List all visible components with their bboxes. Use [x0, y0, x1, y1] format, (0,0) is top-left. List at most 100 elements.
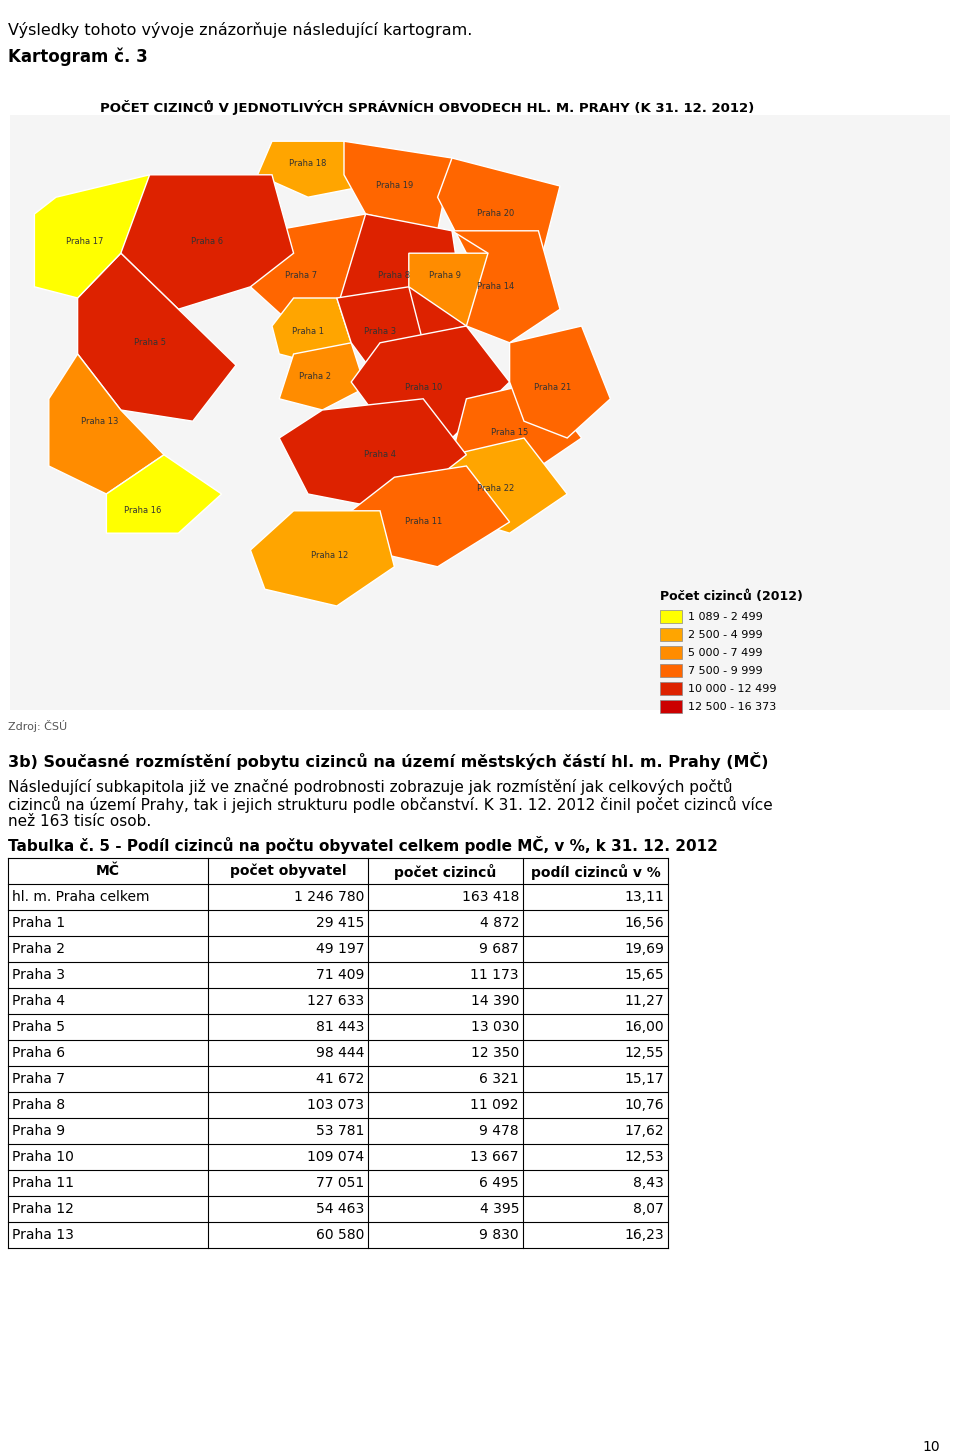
Text: Praha 9: Praha 9	[429, 271, 461, 280]
Text: Tabulka č. 5 - Podíl cizinců na počtu obyvatel celkem podle MČ, v %, k 31. 12. 2: Tabulka č. 5 - Podíl cizinců na počtu ob…	[8, 836, 718, 855]
Text: Praha 7: Praha 7	[12, 1072, 65, 1085]
Text: 7 500 - 9 999: 7 500 - 9 999	[688, 666, 762, 676]
Text: 11,27: 11,27	[624, 994, 664, 1008]
Text: 163 418: 163 418	[462, 889, 519, 904]
Polygon shape	[272, 297, 351, 366]
Text: 4 395: 4 395	[479, 1201, 519, 1216]
Text: 54 463: 54 463	[316, 1201, 364, 1216]
Text: 9 830: 9 830	[479, 1228, 519, 1242]
Polygon shape	[251, 511, 395, 607]
Text: Praha 11: Praha 11	[12, 1175, 74, 1190]
Text: 17,62: 17,62	[624, 1125, 664, 1138]
Polygon shape	[107, 454, 222, 533]
Text: 127 633: 127 633	[307, 994, 364, 1008]
Text: 10,76: 10,76	[624, 1098, 664, 1111]
Text: Praha 21: Praha 21	[534, 383, 571, 392]
Text: 16,23: 16,23	[624, 1228, 664, 1242]
Polygon shape	[251, 213, 366, 326]
Text: Praha 1: Praha 1	[12, 916, 65, 930]
Text: Výsledky tohoto vývoje znázorňuje následující kartogram.: Výsledky tohoto vývoje znázorňuje násled…	[8, 22, 472, 38]
Text: 13 030: 13 030	[470, 1020, 519, 1035]
Text: 9 478: 9 478	[479, 1125, 519, 1138]
Polygon shape	[351, 466, 510, 567]
Text: Praha 3: Praha 3	[364, 326, 396, 337]
Text: 71 409: 71 409	[316, 968, 364, 982]
Polygon shape	[337, 287, 423, 382]
Text: Praha 8: Praha 8	[12, 1098, 65, 1111]
Text: Počet cizinců (2012): Počet cizinců (2012)	[660, 591, 803, 604]
Polygon shape	[279, 342, 366, 411]
Text: Praha 6: Praha 6	[12, 1046, 65, 1061]
Text: 41 672: 41 672	[316, 1072, 364, 1085]
Text: než 163 tisíc osob.: než 163 tisíc osob.	[8, 814, 152, 829]
Text: 49 197: 49 197	[316, 942, 364, 956]
Text: 8,43: 8,43	[634, 1175, 664, 1190]
Text: Praha 2: Praha 2	[300, 371, 331, 382]
Text: Praha 3: Praha 3	[12, 968, 65, 982]
Text: 109 074: 109 074	[307, 1151, 364, 1164]
Text: Praha 18: Praha 18	[289, 160, 326, 168]
Text: cizinců na území Prahy, tak i jejich strukturu podle občanství. K 31. 12. 2012 č: cizinců na území Prahy, tak i jejich str…	[8, 797, 773, 813]
Text: Praha 19: Praha 19	[375, 181, 413, 190]
Text: 29 415: 29 415	[316, 916, 364, 930]
Text: Praha 5: Praha 5	[12, 1020, 65, 1035]
Text: 10 000 - 12 499: 10 000 - 12 499	[688, 683, 777, 694]
Polygon shape	[452, 231, 560, 342]
Text: POČET CIZINCŮ V JEDNOTLIVÝCH SPRÁVNÍCH OBVODECH HL. M. PRAHY (K 31. 12. 2012): POČET CIZINCŮ V JEDNOTLIVÝCH SPRÁVNÍCH O…	[100, 100, 755, 115]
Text: 13 667: 13 667	[470, 1151, 519, 1164]
Text: Praha 10: Praha 10	[12, 1151, 74, 1164]
Polygon shape	[257, 141, 366, 197]
Polygon shape	[329, 213, 467, 342]
Text: počet cizinců: počet cizinců	[395, 863, 496, 879]
Text: Praha 22: Praha 22	[476, 483, 514, 493]
Text: 5 000 - 7 499: 5 000 - 7 499	[688, 649, 762, 657]
Text: Praha 6: Praha 6	[191, 238, 224, 247]
Text: 77 051: 77 051	[316, 1175, 364, 1190]
Polygon shape	[409, 254, 510, 326]
Text: Praha 4: Praha 4	[364, 450, 396, 460]
Text: Následující subkapitola již ve značné podrobnosti zobrazuje jak rozmístění jak c: Následující subkapitola již ve značné po…	[8, 778, 732, 795]
Text: 4 872: 4 872	[479, 916, 519, 930]
Text: Praha 1: Praha 1	[292, 326, 324, 337]
Text: 1 246 780: 1 246 780	[294, 889, 364, 904]
Text: 11 173: 11 173	[470, 968, 519, 982]
Polygon shape	[279, 399, 467, 511]
Bar	[660, 699, 682, 712]
Polygon shape	[35, 174, 150, 297]
Text: 98 444: 98 444	[316, 1046, 364, 1061]
Text: 15,17: 15,17	[624, 1072, 664, 1085]
Text: 16,56: 16,56	[624, 916, 664, 930]
Polygon shape	[351, 326, 510, 438]
Text: 6 321: 6 321	[479, 1072, 519, 1085]
Text: Praha 4: Praha 4	[12, 994, 65, 1008]
Text: Praha 17: Praha 17	[66, 238, 104, 247]
Text: Praha 7: Praha 7	[285, 271, 317, 280]
Text: Praha 20: Praha 20	[476, 209, 514, 219]
Text: 15,65: 15,65	[624, 968, 664, 982]
Text: 12 350: 12 350	[470, 1046, 519, 1061]
Text: Praha 12: Praha 12	[311, 551, 348, 560]
Text: 6 495: 6 495	[479, 1175, 519, 1190]
Text: Praha 15: Praha 15	[491, 428, 528, 437]
Text: Praha 13: Praha 13	[81, 416, 118, 425]
Text: 11 092: 11 092	[470, 1098, 519, 1111]
Text: 14 390: 14 390	[470, 994, 519, 1008]
Text: Zdroj: ČSÚ: Zdroj: ČSÚ	[8, 720, 67, 731]
Text: 16,00: 16,00	[624, 1020, 664, 1035]
FancyBboxPatch shape	[10, 115, 950, 710]
Text: 60 580: 60 580	[316, 1228, 364, 1242]
Text: 12 500 - 16 373: 12 500 - 16 373	[688, 702, 777, 712]
Text: Praha 10: Praha 10	[404, 383, 442, 392]
Bar	[660, 628, 682, 641]
Polygon shape	[510, 326, 611, 438]
Polygon shape	[49, 354, 164, 493]
Text: podíl cizinců v %: podíl cizinců v %	[531, 863, 660, 879]
Text: počet obyvatel: počet obyvatel	[229, 863, 347, 878]
Text: hl. m. Praha celkem: hl. m. Praha celkem	[12, 889, 150, 904]
Text: 10: 10	[923, 1439, 940, 1451]
Text: 1 089 - 2 499: 1 089 - 2 499	[688, 612, 763, 622]
Polygon shape	[438, 438, 567, 533]
Polygon shape	[344, 141, 452, 231]
Text: 19,69: 19,69	[624, 942, 664, 956]
Bar	[660, 682, 682, 695]
